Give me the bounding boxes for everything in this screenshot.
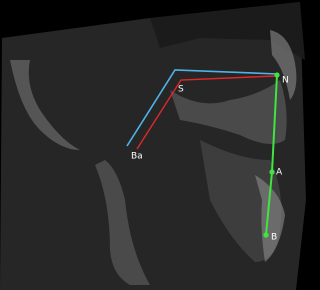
occipital-bone [10,60,80,150]
cervical-spine [95,160,150,285]
landmark-label: B [271,233,277,243]
page: {"landmarks": [{"label": "Ba"}, {"label"… [0,2,306,290]
landmark-label: N [282,76,289,86]
teeth [255,175,285,262]
landmark-label: Ba [131,152,143,162]
landmark-point [269,169,275,175]
landmark-point [263,232,269,238]
basion-sella-line-blue [126,69,279,147]
landmark-label: A [276,168,283,178]
ct-scan-view: Ba S N A B [0,2,306,290]
landmark-point [274,72,280,78]
nasal-bone [270,30,297,100]
maxilla-region [170,80,287,144]
ct-top-face [150,2,305,60]
landmark-label: S [178,85,184,95]
basion-sella-line-red [136,75,277,150]
mandible-region [200,140,282,262]
